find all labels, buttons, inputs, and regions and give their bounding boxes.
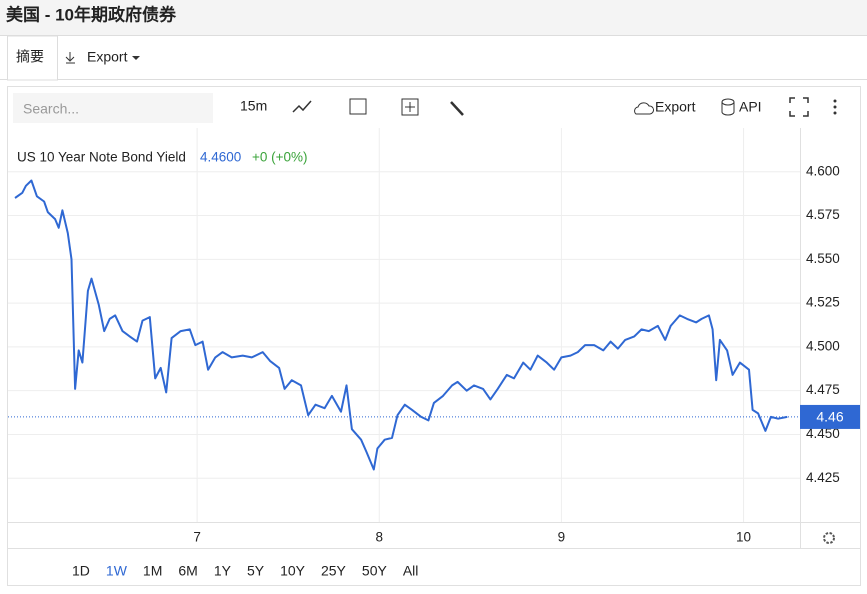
interval[interactable]: 15m (240, 98, 267, 114)
chart-type-icon[interactable] (292, 100, 312, 113)
fullscreen-icon[interactable] (789, 97, 809, 117)
range-button[interactable]: 6M (178, 563, 197, 579)
cloud-icon (634, 102, 654, 115)
y-tick-label: 4.500 (806, 338, 840, 353)
add-icon-plus (405, 102, 415, 112)
range-button[interactable]: 1D (72, 563, 90, 579)
range-button[interactable]: 50Y (362, 563, 388, 579)
menu-dot[interactable] (833, 99, 837, 103)
menu-dot (833, 105, 837, 109)
last-price-label: 4.46 (816, 409, 843, 425)
range-button[interactable]: 10Y (280, 563, 306, 579)
y-tick-label: 4.450 (806, 426, 840, 441)
legend: US 10 Year Note Bond Yield 4.4600 +0 (+0… (17, 150, 308, 165)
search-box[interactable] (13, 93, 213, 123)
gear-icon[interactable] (823, 532, 835, 544)
search-placeholder: Search... (23, 101, 79, 117)
range-button[interactable]: 1Y (214, 563, 232, 579)
page-title: 美国 - 10年期政府债券 (6, 4, 177, 24)
legend-name: US 10 Year Note Bond Yield (17, 150, 186, 165)
x-tick-label: 9 (558, 530, 566, 545)
range-button[interactable]: 1W (106, 563, 128, 579)
settings-icon[interactable] (450, 101, 464, 116)
tab[interactable]: Export (87, 49, 128, 65)
y-tick-label: 4.575 (806, 207, 840, 222)
widget (7, 86, 861, 586)
price-line (14, 179, 788, 471)
range-button[interactable]: 25Y (321, 563, 347, 579)
db-icon (721, 102, 735, 116)
title-bar (0, 0, 867, 35)
y-tick-label: 4.550 (806, 251, 840, 266)
range-button[interactable]: 5Y (247, 563, 265, 579)
y-tick-label: 4.525 (806, 295, 840, 310)
x-tick-label: 8 (376, 530, 384, 545)
legend-change: +0 (+0%) (252, 150, 308, 165)
last-price-tag (800, 404, 860, 429)
y-tick-label: 4.600 (806, 163, 840, 178)
range-button[interactable]: All (403, 563, 419, 579)
export-button[interactable]: Export (655, 99, 696, 115)
calendar-icon[interactable] (349, 98, 367, 115)
y-tick-label: 4.425 (806, 470, 840, 485)
x-tick-label: 7 (193, 530, 201, 545)
add-icon[interactable] (401, 98, 419, 116)
tab[interactable]: 摘要 (16, 49, 44, 65)
y-tick-label: 4.475 (806, 382, 840, 397)
x-tick-label: 10 (736, 530, 751, 545)
api-button[interactable]: API (739, 99, 762, 115)
menu-dot (833, 111, 837, 115)
tab-active[interactable] (7, 35, 58, 81)
download-icon (65, 52, 75, 64)
range-button[interactable]: 1M (143, 563, 162, 579)
legend-value: 4.4600 (200, 150, 241, 165)
caret (132, 56, 140, 60)
